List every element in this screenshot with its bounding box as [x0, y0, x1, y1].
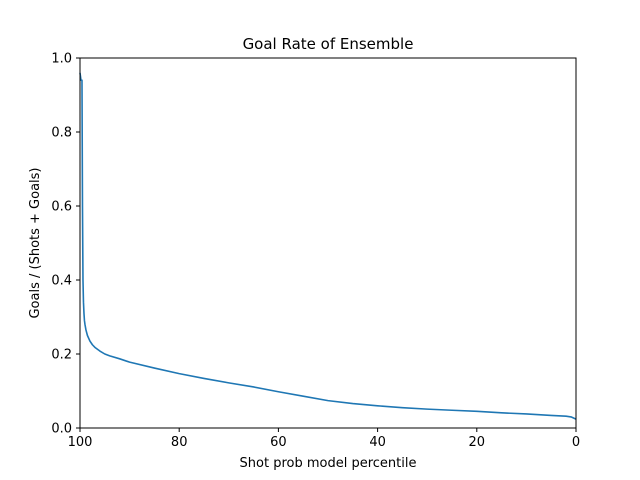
y-tick-label: 0.6	[51, 200, 72, 215]
x-axis-ticks: 100 80 60 40 20 0	[68, 428, 580, 450]
y-tick-label: 0.0	[51, 422, 72, 437]
x-tick-label: 80	[171, 435, 188, 450]
x-tick-label: 100	[68, 435, 93, 450]
x-tick-label: 40	[369, 435, 386, 450]
y-tick-label: 0.2	[51, 348, 72, 363]
series-group	[79, 72, 577, 420]
x-tick-label: 20	[469, 435, 486, 450]
x-tick-label: 60	[270, 435, 287, 450]
y-tick-label: 0.4	[51, 274, 72, 289]
y-tick-label: 1.0	[51, 52, 72, 67]
plot-frame	[79, 57, 577, 429]
x-axis-label: Shot prob model percentile	[240, 456, 417, 471]
chart-title: Goal Rate of Ensemble	[243, 35, 414, 53]
y-axis-ticks: 0.0 0.2 0.4 0.6 0.8 1.0	[51, 52, 80, 437]
x-tick-label: 0	[572, 435, 580, 450]
series-line	[79, 72, 577, 420]
y-axis-label: Goals / (Shots + Goals)	[28, 167, 43, 318]
y-tick-label: 0.8	[51, 126, 72, 141]
